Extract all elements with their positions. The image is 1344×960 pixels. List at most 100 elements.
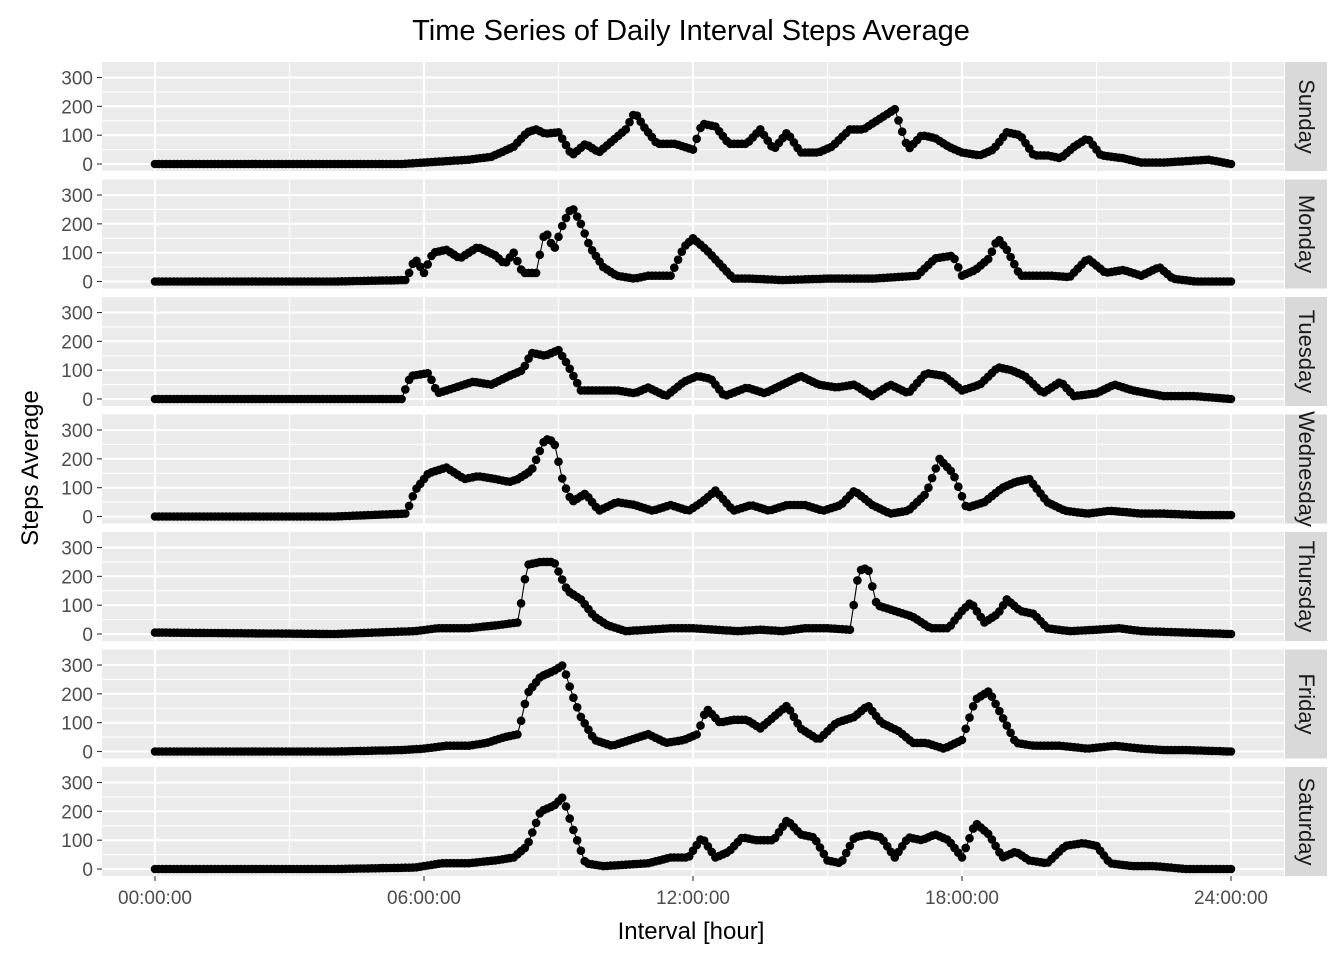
data-point	[991, 841, 1000, 851]
series-points-thursday	[150, 557, 1236, 639]
data-point	[419, 268, 429, 278]
data-point	[845, 625, 855, 634]
y-tick-label: 0	[82, 273, 93, 294]
data-point	[513, 618, 522, 627]
series-points-monday	[150, 205, 1236, 286]
data-point	[576, 219, 586, 229]
x-tick-label: 12:00:00	[656, 888, 730, 909]
data-point	[692, 134, 701, 144]
data-point	[572, 212, 582, 221]
y-tick-label: 100	[61, 831, 93, 852]
data-point	[557, 474, 567, 483]
data-point	[965, 713, 974, 722]
facet-label-wednesday: Wednesday	[1294, 411, 1319, 527]
series-points-friday	[150, 661, 1236, 756]
y-tick-label: 300	[61, 539, 93, 560]
y-tick-label: 100	[61, 714, 93, 735]
panel-thursday: 0 100 200 300 Thursday	[61, 532, 1327, 646]
data-point	[561, 140, 571, 150]
data-point	[543, 230, 552, 239]
data-point	[561, 213, 571, 223]
y-tick-label: 300	[61, 774, 93, 795]
series-points-saturday	[150, 793, 1236, 874]
panel-tuesday: 0 100 200 300 Tuesday	[61, 297, 1327, 411]
y-tick-label: 200	[61, 685, 93, 706]
data-point	[557, 221, 567, 231]
data-point	[397, 394, 406, 404]
facet-label-monday: Monday	[1294, 195, 1319, 273]
data-point	[957, 492, 967, 501]
data-point	[576, 846, 586, 855]
data-point	[561, 484, 571, 493]
data-point	[557, 575, 567, 584]
x-tick-label: 00:00:00	[118, 888, 192, 909]
data-point	[531, 455, 541, 465]
data-point	[961, 843, 970, 853]
data-point	[557, 134, 567, 143]
data-point	[950, 254, 959, 264]
data-point	[785, 706, 795, 715]
data-point	[557, 661, 567, 670]
y-tick-label: 300	[61, 304, 93, 325]
data-point	[528, 464, 537, 473]
data-point	[666, 271, 675, 281]
y-tick-label: 0	[82, 508, 93, 529]
data-point	[890, 104, 900, 114]
data-point	[920, 490, 929, 500]
data-point	[987, 835, 997, 844]
y-tick-label: 300	[61, 421, 93, 442]
data-point	[954, 482, 963, 492]
facet-strip	[1285, 414, 1327, 524]
data-point	[531, 268, 541, 278]
data-point	[1226, 394, 1236, 404]
y-tick-label: 0	[82, 743, 93, 764]
data-point	[550, 440, 560, 450]
data-point	[819, 849, 829, 859]
data-point	[572, 836, 582, 845]
facet-strip	[1285, 179, 1327, 289]
data-point	[625, 117, 634, 127]
y-tick-label: 200	[61, 567, 93, 588]
data-point	[561, 670, 571, 679]
data-point	[845, 841, 855, 851]
series-points-sunday	[150, 104, 1236, 169]
data-point	[569, 205, 578, 214]
facet-strip	[1285, 649, 1327, 759]
data-point	[509, 248, 518, 257]
y-tick-label: 100	[61, 479, 93, 500]
data-point	[621, 125, 631, 134]
y-tick-label: 100	[61, 244, 93, 265]
data-point	[423, 368, 433, 378]
facet-label-thursday: Thursday	[1294, 541, 1319, 633]
data-point	[789, 712, 799, 722]
y-tick-label: 300	[61, 656, 93, 677]
data-point	[968, 702, 978, 711]
panel-saturday: 0 100 200 300 Saturday	[61, 767, 1327, 881]
data-point	[1226, 277, 1236, 286]
data-point	[513, 730, 522, 739]
x-axis-title: Interval [hour]	[618, 918, 765, 945]
data-point	[401, 385, 410, 394]
data-point	[557, 793, 567, 802]
facet-label-tuesday: Tuesday	[1294, 310, 1319, 394]
facet-label-saturday: Saturday	[1294, 777, 1319, 865]
y-tick-label: 200	[61, 450, 93, 471]
data-point	[957, 853, 967, 862]
data-point	[1002, 721, 1012, 730]
data-point	[565, 682, 574, 691]
data-point	[995, 706, 1004, 716]
data-point	[554, 567, 563, 576]
panel-monday: 0 100 200 300 Monday	[61, 179, 1327, 294]
data-point	[569, 825, 578, 835]
facet-panels: 0 100 200 300 Sunday 0 100 200 300 Monday 0 100 200 3…	[61, 62, 1327, 881]
data-point	[401, 275, 410, 285]
facet-strip	[1285, 532, 1327, 641]
data-point	[950, 472, 959, 482]
data-point	[946, 466, 956, 476]
data-point	[991, 699, 1000, 709]
data-point	[516, 599, 526, 608]
data-point	[554, 457, 563, 467]
data-point	[554, 128, 563, 137]
facet-strip	[1285, 62, 1327, 171]
